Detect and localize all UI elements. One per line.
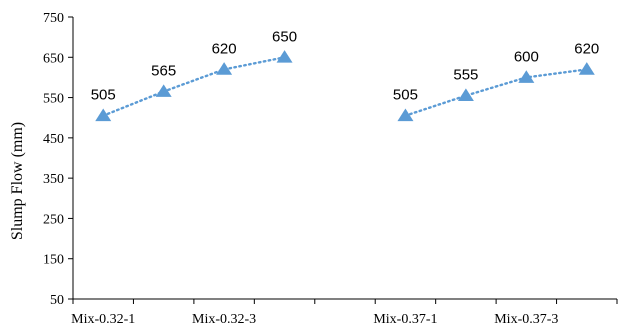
data-label: 555 — [453, 67, 478, 84]
series-1-marker — [155, 84, 172, 97]
x-tick-label: Mix-0.37-3 — [494, 312, 558, 327]
x-tick-label: Mix-0.37-1 — [373, 312, 437, 327]
y-tick-label: 550 — [43, 92, 64, 107]
series-2-marker — [457, 88, 474, 101]
series-layer — [95, 50, 595, 122]
axes-layer — [72, 17, 617, 300]
ticks-layer: 50 150 250 350 450 550 650 750 Mix-0.32-1 Mix-0.3… — [43, 11, 618, 327]
data-label: 620 — [212, 40, 237, 57]
x-tick-label: Mix-0.32-1 — [71, 312, 135, 327]
series-2-marker — [397, 108, 414, 122]
data-label: 505 — [91, 87, 116, 104]
series-1-marker — [216, 62, 233, 75]
y-tick-label: 750 — [43, 11, 64, 26]
data-label: 620 — [574, 40, 599, 57]
data-label: 650 — [272, 28, 297, 45]
y-axis-title: Slump Flow (mm) — [9, 122, 26, 240]
y-tick-label: 150 — [43, 253, 64, 268]
data-labels-layer: 505 565 620 650 505 555 600 620 — [91, 28, 600, 103]
y-tick-label: 450 — [43, 132, 64, 147]
data-label: 505 — [393, 87, 418, 104]
y-tick-label: 650 — [43, 51, 64, 66]
y-tick-label: 350 — [43, 172, 64, 187]
series-1-line — [101, 56, 286, 117]
y-tick-label: 50 — [50, 293, 64, 308]
series-1-marker — [276, 50, 293, 63]
x-tick-label: Mix-0.32-3 — [192, 312, 256, 327]
series-2-marker — [578, 62, 595, 75]
data-label: 565 — [151, 63, 176, 80]
data-label: 600 — [514, 48, 539, 65]
series-2-marker — [518, 70, 535, 83]
series-1-marker — [95, 108, 112, 122]
y-tick-label: 250 — [43, 212, 64, 227]
series-2-line — [404, 68, 588, 117]
